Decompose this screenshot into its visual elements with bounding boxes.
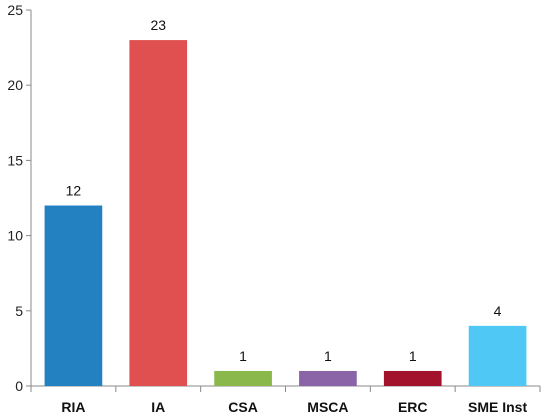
x-axis: RIA IA CSA MSCA ERC SME Inst (30, 385, 541, 415)
bar-ia (129, 40, 188, 387)
x-tick-label: ERC (398, 399, 428, 415)
bar-ria (44, 205, 103, 386)
x-tick-label: RIA (61, 399, 85, 415)
data-labels: 12 23 1 1 1 4 (66, 17, 502, 364)
y-tick-label: 15 (7, 152, 23, 168)
data-label: 1 (324, 348, 332, 364)
data-label: 1 (409, 348, 417, 364)
bar-csa (214, 370, 272, 386)
data-label: 23 (150, 17, 166, 33)
x-tick-label: CSA (228, 399, 258, 415)
bar-msca (299, 370, 357, 386)
y-tick-label: 20 (7, 77, 23, 93)
y-tick-label: 5 (15, 303, 23, 319)
bars (44, 40, 527, 387)
y-tick-label: 0 (15, 378, 23, 394)
x-tick-label: SME Inst (468, 399, 527, 415)
data-label: 4 (494, 303, 502, 319)
bar-erc (383, 370, 442, 386)
x-tick-label: IA (151, 399, 165, 415)
bar-sme-inst (468, 325, 527, 386)
y-axis: 0 5 10 15 20 25 (7, 2, 32, 394)
y-tick-label: 10 (7, 228, 23, 244)
y-tick-label: 25 (7, 2, 23, 18)
data-label: 1 (239, 348, 247, 364)
x-tick-label: MSCA (307, 399, 348, 415)
data-label: 12 (66, 183, 82, 199)
